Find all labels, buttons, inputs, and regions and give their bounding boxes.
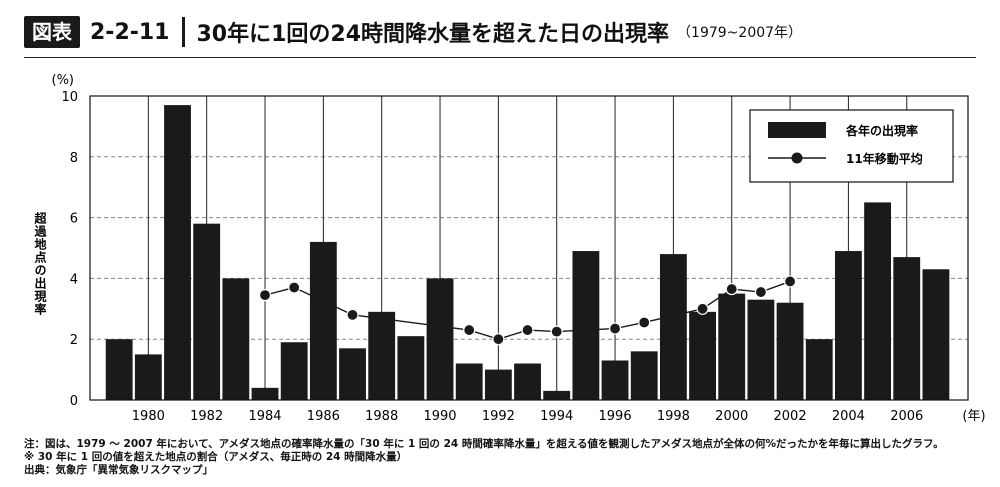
note-line: ※ 30 年に 1 回の値を超えた地点の割合（アメダス、毎正時の 24 時間降水… bbox=[24, 451, 408, 463]
y-unit-label: (%) bbox=[52, 73, 75, 88]
legend-label-bars: 各年の出現率 bbox=[845, 123, 918, 138]
x-tick-label: 2002 bbox=[774, 409, 807, 424]
moving-average-point bbox=[463, 323, 476, 337]
bar bbox=[309, 241, 337, 400]
bar bbox=[834, 251, 862, 400]
bar bbox=[893, 257, 921, 400]
bar bbox=[339, 348, 366, 400]
legend-label-line: 11年移動平均 bbox=[846, 151, 923, 166]
bar bbox=[747, 299, 775, 400]
figure-badge: 図表 bbox=[24, 16, 80, 48]
bar bbox=[222, 278, 250, 400]
x-tick-label: 1992 bbox=[482, 409, 515, 424]
moving-average-point bbox=[608, 322, 622, 335]
figure-number: 2-2-11 bbox=[90, 19, 170, 45]
x-tick-label: 2006 bbox=[890, 409, 923, 424]
bar bbox=[426, 278, 454, 400]
bar bbox=[280, 342, 308, 400]
bar bbox=[864, 202, 891, 400]
bar bbox=[922, 269, 950, 400]
bar bbox=[193, 223, 221, 400]
y-tick-label: 0 bbox=[70, 394, 78, 409]
moving-average-point bbox=[258, 289, 272, 302]
legend-point-swatch bbox=[791, 152, 803, 164]
x-tick-label: 1984 bbox=[248, 409, 281, 424]
plot-frame bbox=[89, 95, 969, 401]
bar bbox=[368, 311, 396, 400]
y-tick-label: 10 bbox=[61, 90, 78, 105]
header-separator bbox=[181, 17, 185, 47]
x-tick-label: 2004 bbox=[832, 409, 865, 424]
bar bbox=[105, 339, 133, 400]
bar bbox=[164, 105, 191, 400]
figure-period: （1979~2007年） bbox=[677, 25, 803, 41]
y-tick-label: 2 bbox=[70, 333, 78, 348]
moving-average-point bbox=[725, 282, 738, 296]
x-tick-label: 1988 bbox=[365, 409, 398, 424]
moving-average-point bbox=[550, 325, 563, 338]
header-rule bbox=[24, 57, 976, 58]
moving-average-point bbox=[696, 302, 709, 315]
figure-header: 図表 2-2-11 30年に1回の24時間降水量を超えた日の出現率 （1979~… bbox=[24, 16, 802, 48]
figure-notes: 注：図は、1979 ～ 2007 年において、アメダス地点の確率降水量の「30 … bbox=[24, 438, 944, 477]
y-tick-label: 4 bbox=[70, 272, 78, 287]
x-tick-label: 1986 bbox=[307, 409, 340, 424]
y-tick-label: 8 bbox=[70, 151, 78, 166]
bar bbox=[805, 339, 833, 400]
note-line: 出典：気象庁「異常気象リスクマップ」 bbox=[24, 464, 213, 476]
legend-bar-swatch bbox=[768, 122, 826, 138]
bar bbox=[630, 351, 658, 400]
bar bbox=[689, 311, 716, 400]
bar bbox=[543, 390, 571, 400]
moving-average-point bbox=[754, 285, 767, 299]
y-axis-label: 超過地点の出現率 bbox=[33, 211, 47, 316]
bar-line-chart: 0 2 4 6 8 10 (%) 1980 1982 1984 1986 1988 1990 1992 19… bbox=[33, 73, 986, 424]
bar bbox=[251, 387, 279, 400]
x-tick-label: 1996 bbox=[599, 409, 632, 424]
bar bbox=[397, 336, 425, 400]
bar bbox=[776, 302, 804, 400]
x-tick-label: 1982 bbox=[190, 409, 223, 424]
y-tick-label: 6 bbox=[70, 212, 78, 227]
moving-average-point bbox=[783, 275, 797, 288]
x-tick-label: 1998 bbox=[657, 409, 690, 424]
legend-box bbox=[749, 109, 954, 183]
moving-average-point bbox=[521, 323, 534, 337]
bar bbox=[484, 369, 512, 400]
moving-average-point bbox=[638, 316, 651, 329]
bar bbox=[455, 363, 483, 400]
x-tick-label: 1990 bbox=[423, 409, 456, 424]
moving-average-point bbox=[288, 281, 301, 294]
bar bbox=[134, 354, 162, 400]
x-axis-label: (年) bbox=[962, 409, 985, 424]
x-tick-label: 1980 bbox=[132, 409, 165, 424]
moving-average-point bbox=[492, 333, 505, 346]
note-line: 注：図は、1979 ～ 2007 年において、アメダス地点の確率降水量の「30 … bbox=[24, 438, 944, 450]
x-tick-label: 2000 bbox=[715, 409, 748, 424]
bar bbox=[514, 363, 541, 400]
bar bbox=[718, 293, 746, 400]
bar bbox=[572, 251, 600, 400]
x-tick-label: 1994 bbox=[540, 409, 573, 424]
figure-title: 30年に1回の24時間降水量を超えた日の出現率 bbox=[196, 22, 670, 47]
moving-average-point bbox=[346, 308, 359, 321]
bar bbox=[601, 360, 629, 400]
bar bbox=[659, 254, 687, 400]
